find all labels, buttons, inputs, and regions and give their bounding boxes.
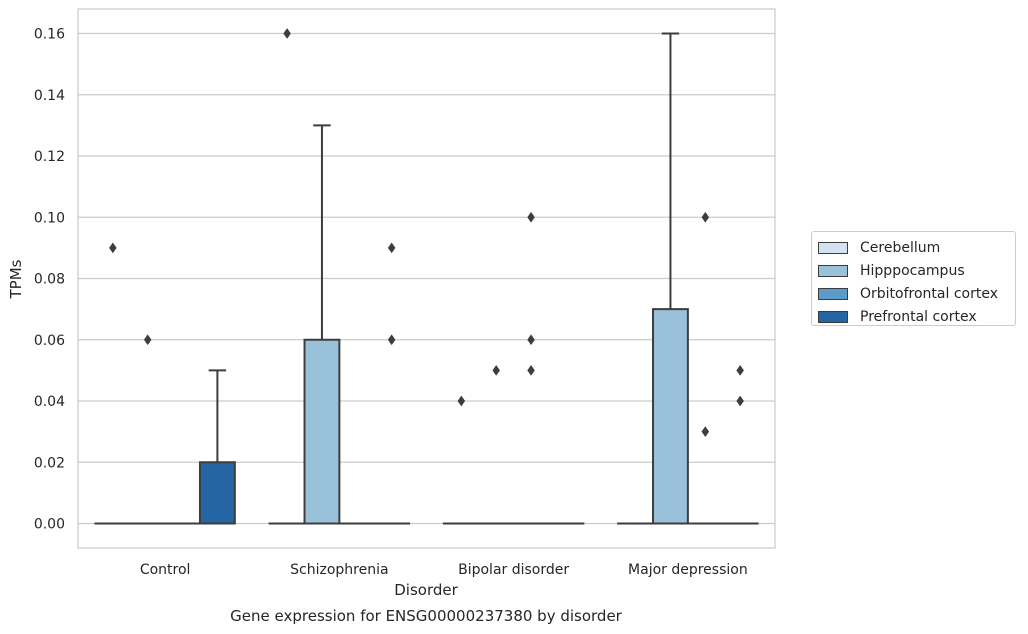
y-tick-labels: 0.00 0.02 0.04 0.06 0.08 0.10 0.12 0.14 0.16	[34, 27, 65, 533]
legend-label: Orbitofrontal cortex	[860, 285, 998, 302]
legend-swatch	[818, 241, 848, 254]
outlier-point	[387, 242, 396, 254]
y-tick-label: 0.14	[34, 88, 65, 104]
outlier-point	[387, 334, 396, 346]
legend-item-prefrontal-cortex: Prefrontal cortex	[818, 305, 1015, 328]
outlier-point	[701, 211, 710, 223]
x-tick-labels: Control Schizophrenia Bipolar disorder Majo…	[140, 562, 748, 578]
legend: Cerebellum Hipppocampus Orbitofrontal co…	[811, 231, 1016, 326]
outlier-point	[492, 364, 501, 376]
x-axis-label: Disorder	[394, 581, 458, 599]
outlier-point	[736, 364, 744, 376]
y-tick-label: 0.00	[34, 517, 65, 533]
outlier-point	[527, 364, 535, 376]
outlier-point	[457, 395, 466, 407]
outlier-point	[283, 28, 291, 39]
x-tick-label: Control	[140, 562, 191, 578]
grid-lines	[78, 32, 775, 525]
outlier-point	[701, 426, 710, 438]
legend-swatch	[818, 264, 848, 277]
outlier-point	[736, 395, 744, 407]
legend-swatch	[818, 287, 848, 300]
box	[303, 338, 341, 525]
outlier-point	[527, 334, 535, 346]
y-tick-label: 0.02	[34, 455, 65, 471]
outlier-point	[109, 242, 117, 254]
y-tick-label: 0.06	[34, 333, 65, 349]
y-axis-label: TPMs	[7, 259, 25, 299]
legend-swatch	[818, 310, 848, 323]
boxes	[94, 28, 759, 525]
legend-label: Hipppocampus	[860, 262, 965, 279]
legend-item-hippocampus: Hipppocampus	[818, 259, 1015, 282]
x-tick-label: Major depression	[628, 562, 748, 578]
x-tick-label: Bipolar disorder	[458, 562, 569, 578]
box	[198, 461, 236, 525]
y-tick-label: 0.08	[34, 272, 65, 288]
legend-item-orbitofrontal-cortex: Orbitofrontal cortex	[818, 282, 1015, 305]
legend-label: Prefrontal cortex	[860, 308, 977, 325]
legend-item-cerebellum: Cerebellum	[818, 236, 1015, 259]
y-tick-label: 0.16	[34, 27, 65, 43]
outlier-point	[527, 211, 535, 223]
outlier-point	[143, 334, 152, 346]
plot-frame	[77, 8, 776, 549]
x-tick-label: Schizophrenia	[290, 562, 388, 578]
y-tick-label: 0.10	[34, 210, 65, 226]
box	[652, 308, 689, 525]
y-tick-label: 0.04	[34, 394, 65, 410]
y-tick-label: 0.12	[34, 149, 65, 165]
chart-title: Gene expression for ENSG00000237380 by d…	[230, 607, 622, 625]
legend-label: Cerebellum	[860, 239, 941, 256]
